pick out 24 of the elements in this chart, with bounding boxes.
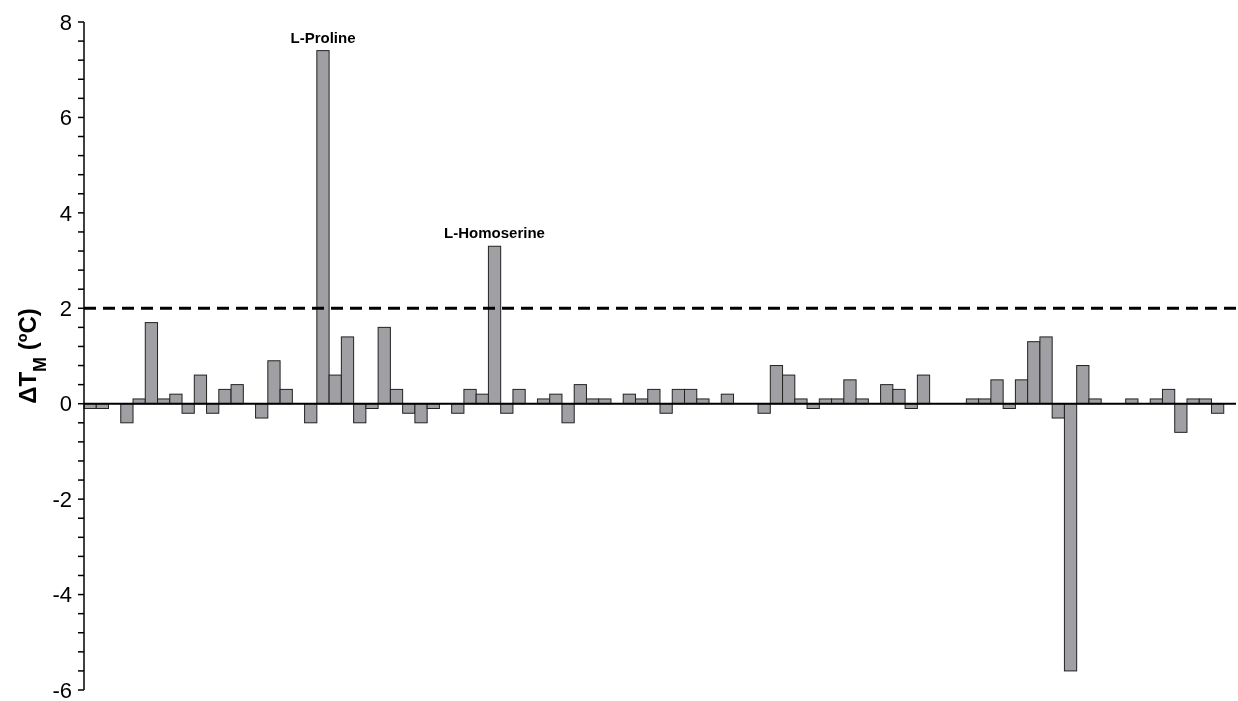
annotation: L-Homoserine — [444, 224, 545, 242]
bar — [193, 374, 208, 405]
y-tick-label: 8 — [59, 9, 72, 35]
bar — [1174, 403, 1188, 433]
bar — [500, 403, 514, 414]
bar — [451, 403, 465, 414]
bar — [304, 403, 318, 424]
bar — [120, 403, 134, 424]
bar — [512, 388, 526, 405]
bar — [181, 403, 195, 414]
y-tick-label: -6 — [52, 677, 72, 701]
y-tick-label: -4 — [52, 582, 72, 608]
y-tick-label: -2 — [52, 486, 72, 512]
y-tick-label: 2 — [59, 295, 72, 321]
y-tick-label: 0 — [59, 391, 72, 417]
bar — [757, 403, 771, 414]
bar — [255, 403, 269, 419]
annotation: L-Proline — [290, 28, 356, 46]
bar — [659, 403, 673, 414]
y-tick-label: 6 — [59, 105, 72, 131]
bar — [1125, 398, 1139, 405]
bar — [561, 403, 575, 424]
y-tick-label: 4 — [59, 200, 72, 226]
bar — [916, 374, 931, 405]
